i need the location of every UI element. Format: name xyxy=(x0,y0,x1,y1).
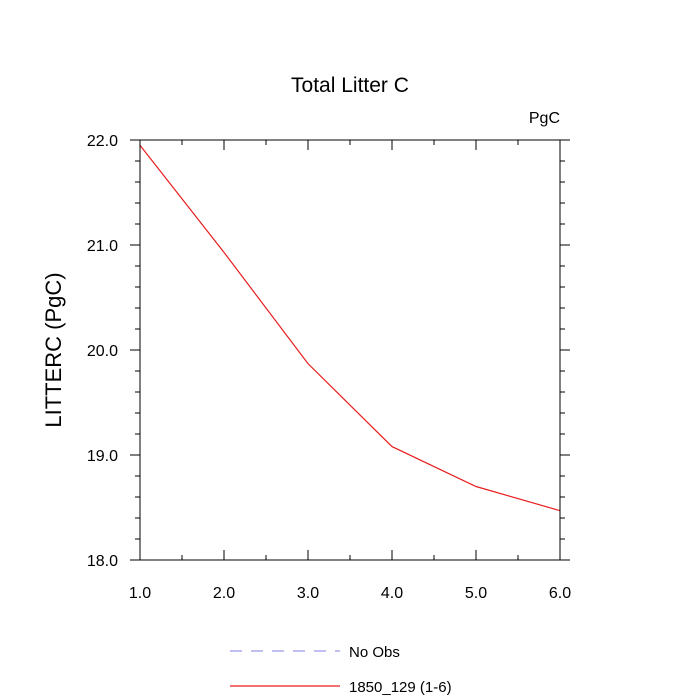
plot-frame xyxy=(139,139,561,561)
y-tick-label: 18.0 xyxy=(87,553,118,570)
legend: No Obs 1850_129 (1-6) xyxy=(230,644,452,696)
y-axis-label: LITTERC (PgC) xyxy=(41,272,66,427)
x-tick-labels: 1.0 2.0 3.0 4.0 5.0 6.0 xyxy=(129,585,571,602)
x-tick-label: 5.0 xyxy=(465,585,487,602)
legend-label: No Obs xyxy=(349,644,400,661)
series-line xyxy=(139,144,561,512)
x-tick-label: 3.0 xyxy=(297,585,319,602)
y-tick-label: 19.0 xyxy=(87,448,118,465)
x-tick-label: 2.0 xyxy=(213,585,235,602)
x-tick-label: 4.0 xyxy=(381,585,403,602)
axis-ticks xyxy=(130,139,570,561)
x-tick-label: 6.0 xyxy=(549,585,571,602)
y-tick-label: 21.0 xyxy=(87,238,118,255)
x-tick-label: 1.0 xyxy=(129,585,151,602)
y-tick-label: 20.0 xyxy=(87,343,118,360)
legend-label: 1850_129 (1-6) xyxy=(349,679,452,696)
y-tick-labels: 18.0 19.0 20.0 21.0 22.0 xyxy=(87,133,118,570)
chart-title: Total Litter C xyxy=(291,74,409,97)
series-lines xyxy=(139,144,561,512)
y-tick-label: 22.0 xyxy=(87,133,118,150)
units-label: PgC xyxy=(529,110,560,127)
